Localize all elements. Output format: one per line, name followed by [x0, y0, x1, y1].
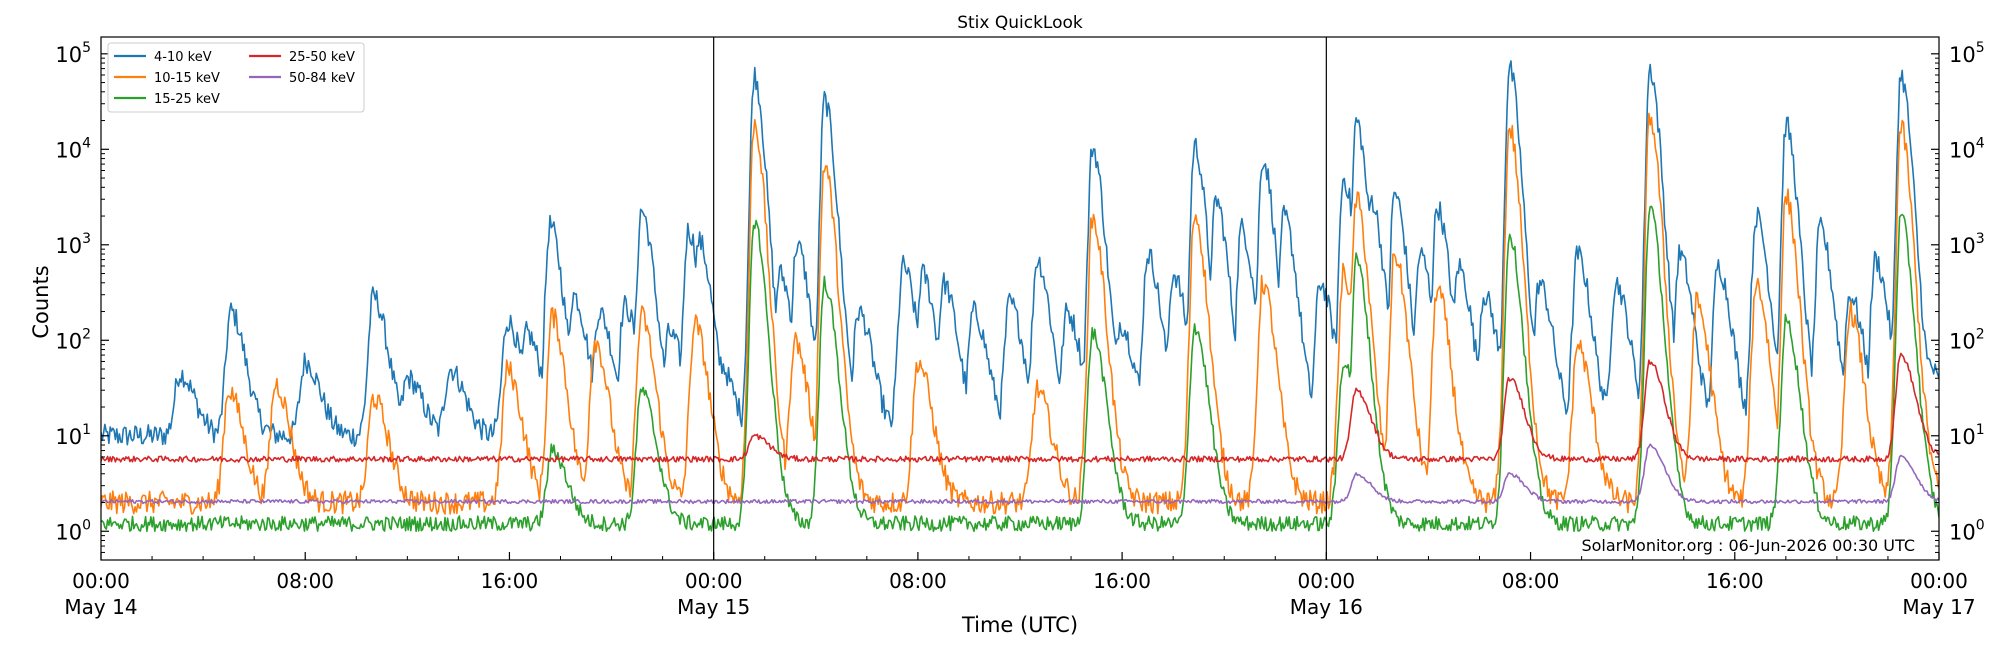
legend: 4-10 keV 10-15 keV 15-25 keV 25-50 keV 50-84…: [107, 42, 365, 113]
y-tick-label-right: 103: [1949, 231, 1985, 258]
x-tick-label: 08:00: [889, 569, 947, 593]
legend-box: [107, 42, 365, 113]
legend-label: 4-10 keV: [154, 50, 212, 65]
x-tick-label: 08:00: [1502, 569, 1560, 593]
x-tick-label: 00:00: [685, 569, 743, 593]
y-tick-label-right: 104: [1949, 135, 1985, 162]
x-tick-label: 00:00: [1298, 569, 1356, 593]
x-tick-label: 08:00: [276, 569, 334, 593]
legend-label: 25-50 keV: [289, 50, 355, 65]
y-tick-label-left: 101: [55, 422, 91, 449]
y-tick-label-left: 104: [55, 135, 91, 162]
x-tick-label: 16:00: [481, 569, 539, 593]
series-line-1: [101, 112, 1939, 515]
x-tick-date-label: May 17: [1902, 595, 1975, 619]
series-line-3: [101, 352, 1939, 463]
x-tick-label: 16:00: [1093, 569, 1151, 593]
y-tick-label-right: 101: [1949, 422, 1985, 449]
x-tick-date-label: May 16: [1290, 595, 1363, 619]
y-tick-label-right: 102: [1949, 326, 1985, 353]
x-tick-date-label: May 15: [677, 595, 750, 619]
plot-frame: [100, 36, 1940, 561]
series-line-4: [101, 443, 1939, 505]
y-tick-label-right: 100: [1949, 517, 1985, 544]
series-layer: [101, 60, 1939, 533]
y-tick-label-left: 103: [55, 231, 91, 258]
x-tick-label: 00:00: [72, 569, 130, 593]
y-tick-label-left: 102: [55, 326, 91, 353]
y-tick-label-right: 105: [1949, 40, 1985, 67]
series-line-2: [101, 205, 1939, 533]
legend-label: 50-84 keV: [289, 71, 355, 86]
y-tick-label-left: 100: [55, 517, 91, 544]
legend-label: 15-25 keV: [154, 92, 220, 107]
legend-label: 10-15 keV: [154, 71, 220, 86]
y-tick-label-left: 105: [55, 40, 91, 67]
solarmonitor-annotation: SolarMonitor.org : 06-Jun-2026 00:30 UTC: [1581, 536, 1915, 555]
series-line-0: [101, 60, 1939, 447]
x-tick-label: 16:00: [1706, 569, 1764, 593]
y-axis-label: Counts: [29, 265, 53, 338]
x-axis-label: Time (UTC): [961, 613, 1078, 637]
chart-title: Stix QuickLook: [957, 13, 1083, 33]
x-tick-date-label: May 14: [64, 595, 137, 619]
x-tick-label: 00:00: [1910, 569, 1968, 593]
